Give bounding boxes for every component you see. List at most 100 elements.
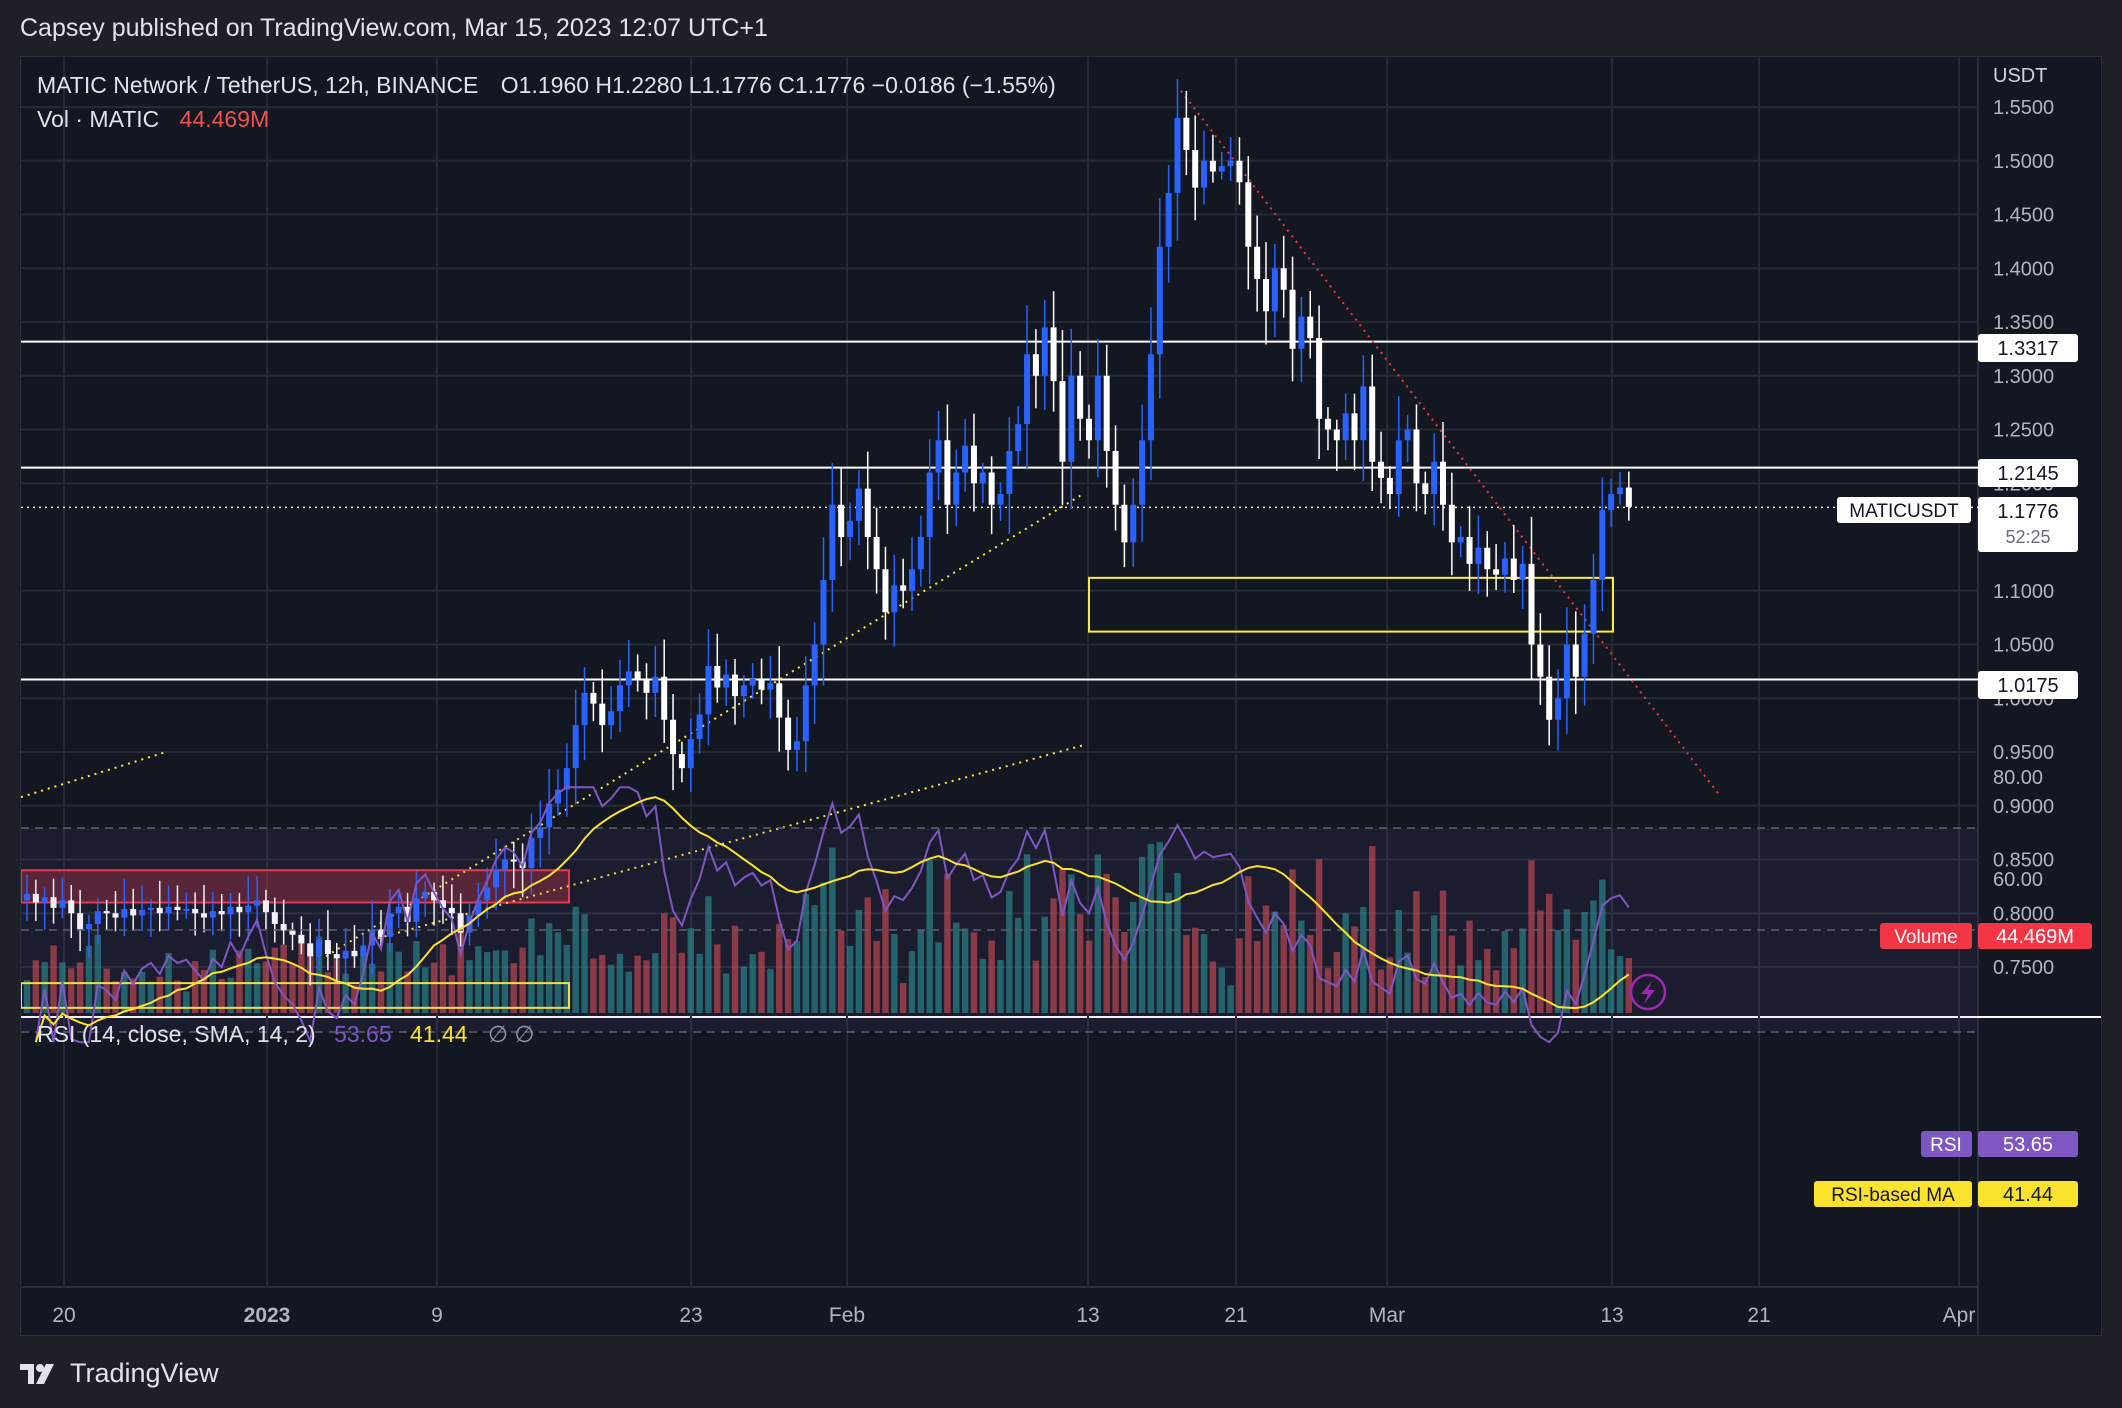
volume-bar [280, 944, 287, 1013]
candle-body [802, 685, 809, 742]
candle-body [413, 898, 420, 922]
volume-bar [1492, 970, 1500, 1013]
volume-bar [1563, 909, 1571, 1013]
volume-bar [492, 950, 500, 1013]
candle-body [705, 666, 712, 715]
candle-body [696, 714, 703, 740]
candle-body [1510, 558, 1517, 580]
volume-bar [41, 961, 48, 1013]
volume-bar [85, 945, 93, 1013]
volume-bar [1050, 898, 1057, 1013]
volume-bar [1130, 901, 1137, 1013]
volume-bar [1112, 897, 1119, 1013]
candle-body [634, 671, 641, 679]
volume-bar [705, 896, 712, 1013]
svg-text:MATIC Network / TetherUS, 12h,: MATIC Network / TetherUS, 12h, BINANCE O… [37, 72, 1056, 98]
time-tick-label: 13 [1076, 1304, 1099, 1327]
volume-bar [1599, 879, 1606, 1013]
candle-body [1466, 537, 1473, 564]
rsi-ma-tag: RSI-based MA [1831, 1185, 1955, 1206]
candle-body [271, 912, 278, 924]
trendline-dotted-3 [370, 743, 1087, 942]
candle-body [1625, 487, 1632, 507]
candle-body [32, 893, 39, 903]
volume-bar [1360, 907, 1367, 1013]
lightning-icon[interactable] [1629, 973, 1667, 1011]
price-tick-label: 1.4000 [1993, 258, 2054, 280]
volume-bar [944, 873, 951, 1013]
candle-body [1218, 166, 1225, 172]
volume-bar [1121, 931, 1128, 1013]
volume-bar [1147, 843, 1155, 1013]
candle-body [1298, 316, 1305, 349]
candle-body [386, 913, 393, 937]
time-tick-label: 21 [1224, 1304, 1247, 1327]
candle-body [165, 906, 172, 914]
candle-body [838, 504, 845, 537]
candle-body [864, 488, 871, 537]
volume-bar [466, 960, 473, 1013]
candle-body [262, 900, 269, 913]
candle-body [1599, 510, 1606, 580]
time-scale[interactable]: 20 2023 9 23 Feb 13 21 Mar 13 21 Apr [52, 1304, 1975, 1327]
candle-body [855, 488, 862, 521]
price-chart[interactable]: USDT 1.5500 1.5000 1.4500 1.4000 1.3500 1.300… [20, 57, 2101, 1335]
candle-body [988, 472, 995, 505]
candle-body [1351, 413, 1358, 441]
legend-rsi-ma-value: 41.44 [410, 1021, 468, 1047]
tradingview-brand[interactable]: TradingView [20, 1358, 219, 1389]
candle-body [732, 674, 738, 697]
last-price: 1.1776 [1997, 501, 2058, 523]
level-label-3: 1.0175 [1997, 675, 2058, 697]
candle-body [678, 754, 685, 769]
volume-bar [1607, 949, 1615, 1013]
volume-bar [510, 963, 517, 1013]
candle-body [1369, 386, 1376, 462]
volume-bar [298, 939, 305, 1013]
candle-body [1307, 316, 1314, 339]
rsi-line [34, 786, 1630, 1045]
volume-bar [1192, 927, 1199, 1013]
candle-body [997, 494, 1004, 505]
candle-body [723, 674, 730, 688]
volume-bar [333, 958, 340, 1013]
candle-body [944, 440, 951, 505]
candle-body [1245, 182, 1252, 247]
volume-bar [855, 909, 863, 1013]
volume-bar [1076, 914, 1084, 1013]
candle-body [1563, 644, 1570, 699]
candle-body [1333, 429, 1340, 441]
volume-bar [1298, 920, 1305, 1013]
candle-body [1342, 413, 1349, 441]
candle-body [820, 580, 827, 645]
volume-bar [32, 960, 40, 1013]
price-tick-label: 1.3500 [1993, 312, 2054, 334]
legend-ohlc: O1.1960 H1.2280 L1.1776 C1.1776 −0.0186 … [501, 72, 1056, 98]
legend-rsi-value: 53.65 [334, 1021, 392, 1047]
volume-bar [1227, 985, 1234, 1013]
candle-body [1112, 451, 1119, 505]
price-tick-label: 0.9500 [1993, 742, 2054, 764]
candle-body [24, 893, 30, 901]
volume-bar [590, 958, 597, 1013]
price-scale[interactable]: USDT 1.5500 1.5000 1.4500 1.4000 1.3500 1.300… [1993, 65, 2054, 979]
price-tick-label: 0.7500 [1993, 957, 2054, 979]
chart-frame: USDT 1.5500 1.5000 1.4500 1.4000 1.3500 1.300… [20, 56, 2102, 1336]
volume-bar [413, 941, 420, 1013]
volume-bar [1510, 948, 1517, 1013]
volume-bars [23, 842, 1633, 1013]
volume-bar [1209, 961, 1217, 1013]
volume-bar [1377, 969, 1385, 1013]
demand-zone [1088, 576, 1614, 633]
volume-bar [253, 963, 261, 1013]
candle-body [1528, 563, 1535, 645]
price-tick-label: 1.5000 [1993, 151, 2054, 173]
volume-bar [1466, 920, 1473, 1013]
candle-body [1201, 160, 1208, 188]
candle-body [1546, 676, 1553, 720]
legend-vol-label: Vol · MATIC [37, 106, 159, 132]
price-tick-label: 0.9000 [1993, 796, 2054, 818]
candle-body [546, 803, 553, 828]
candle-body [1147, 354, 1154, 441]
candle-body [1024, 354, 1031, 425]
